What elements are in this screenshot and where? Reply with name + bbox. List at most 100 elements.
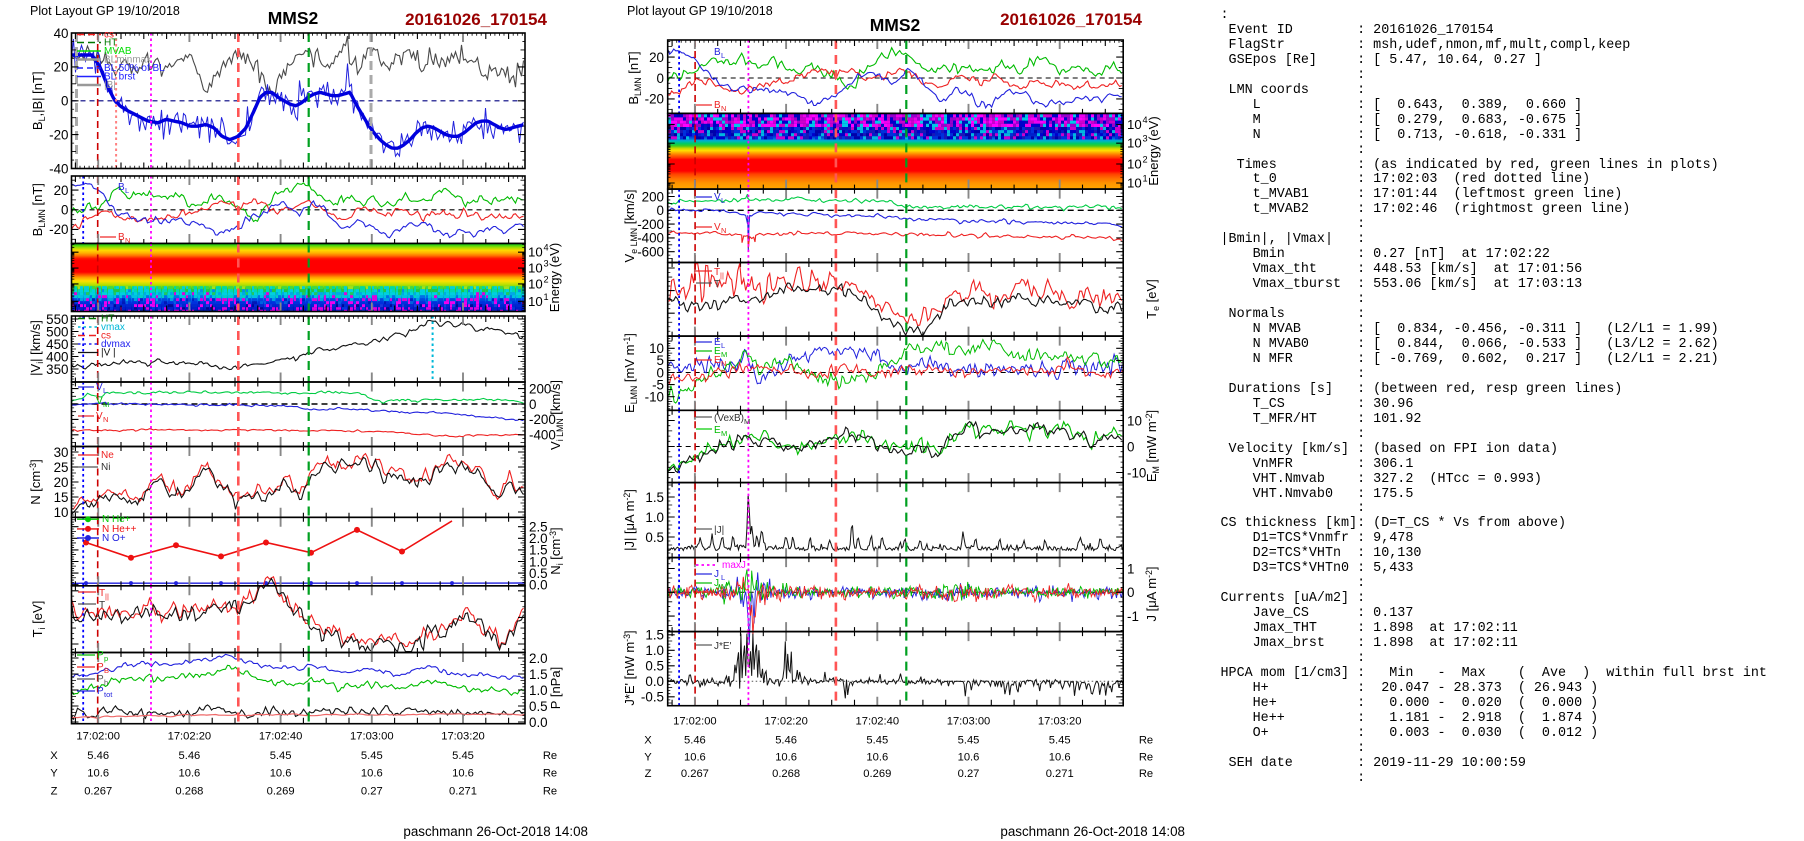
svg-text:T: T [99, 588, 105, 599]
svg-text:P: P [97, 662, 104, 673]
svg-text:3: 3 [1143, 134, 1148, 144]
svg-text:J*E': J*E' [714, 641, 732, 652]
svg-text:0.27: 0.27 [958, 768, 980, 780]
svg-text:|J|: |J| [714, 525, 724, 536]
svg-text:cs: cs [101, 331, 111, 342]
svg-text:10.6: 10.6 [270, 768, 292, 780]
svg-text:||: || [105, 592, 109, 601]
svg-text:0.5: 0.5 [529, 699, 548, 714]
svg-text:5.45: 5.45 [866, 735, 888, 747]
svg-text:Re: Re [543, 785, 557, 797]
svg-text:0.0: 0.0 [645, 674, 664, 689]
svg-text:paschmann 26-Oct-2018 14:08: paschmann 26-Oct-2018 14:08 [1000, 824, 1185, 839]
svg-text:2.0: 2.0 [529, 651, 548, 666]
svg-text:Re: Re [1139, 735, 1153, 747]
svg-text:BLMN [nT]: BLMN [nT] [30, 183, 47, 236]
svg-text:0: 0 [657, 71, 664, 86]
svg-text:T: T [99, 600, 105, 611]
svg-text:20: 20 [649, 50, 664, 65]
svg-text:-600: -600 [637, 245, 664, 260]
svg-text:Re: Re [1139, 751, 1153, 763]
svg-text:1.5: 1.5 [529, 543, 548, 558]
svg-text:Re: Re [543, 750, 557, 762]
svg-text:0.269: 0.269 [863, 768, 891, 780]
svg-text:J: J [714, 578, 719, 589]
svg-text:-5: -5 [652, 377, 664, 392]
svg-text:L: L [721, 196, 725, 205]
svg-text:P: P [97, 674, 104, 685]
svg-text:Ti [eV]: Ti [eV] [30, 601, 47, 638]
svg-text:h: h [104, 678, 108, 687]
svg-text:Z: Z [51, 785, 58, 797]
svg-text:10.6: 10.6 [87, 768, 109, 780]
svg-text:4: 4 [544, 243, 549, 253]
svg-text:0.0: 0.0 [529, 715, 548, 730]
svg-text:L: L [721, 341, 725, 350]
svg-text:|Vi| [km/s]: |Vi| [km/s] [28, 320, 45, 376]
svg-text:1.0: 1.0 [645, 510, 664, 525]
svg-text:350: 350 [46, 362, 68, 377]
svg-text:N O+: N O+ [102, 533, 126, 544]
svg-text:5.45: 5.45 [1049, 735, 1071, 747]
svg-text:Ne: Ne [101, 450, 114, 461]
svg-text:BLMN [nT]: BLMN [nT] [626, 51, 643, 104]
svg-text:maxJ: maxJ [722, 560, 746, 571]
svg-text:10: 10 [1127, 136, 1142, 151]
svg-text:200: 200 [529, 381, 551, 396]
svg-text:0.5: 0.5 [645, 659, 664, 674]
svg-text:MVAB: MVAB [104, 46, 132, 57]
svg-text:5.46: 5.46 [775, 735, 797, 747]
svg-text:1.0: 1.0 [645, 643, 664, 658]
svg-text:400: 400 [46, 349, 68, 364]
svg-text:N: N [721, 359, 726, 368]
svg-text:0.268: 0.268 [175, 785, 203, 797]
svg-text:B: B [714, 100, 721, 111]
svg-text:25: 25 [54, 460, 69, 475]
svg-text:B: B [104, 666, 109, 675]
svg-text:N: N [125, 236, 130, 245]
svg-text:||: || [720, 271, 724, 280]
svg-text:20161026_170154: 20161026_170154 [1000, 10, 1142, 29]
svg-text:MMS2: MMS2 [268, 8, 319, 28]
svg-text:-20: -20 [49, 127, 68, 142]
svg-text:ELMN [mV m-1]: ELMN [mV m-1] [622, 333, 639, 413]
svg-text:P: P [97, 686, 104, 697]
svg-text:5.45: 5.45 [270, 750, 292, 762]
svg-text:5: 5 [657, 353, 664, 368]
svg-text:V: V [714, 192, 721, 203]
svg-text:1.0: 1.0 [529, 683, 548, 698]
svg-text:vmax: vmax [101, 322, 125, 333]
svg-text:0: 0 [61, 203, 68, 218]
svg-text:dvmax: dvmax [101, 339, 130, 350]
svg-text:10: 10 [1127, 157, 1142, 172]
svg-text:10.6: 10.6 [775, 751, 797, 763]
svg-text:Re: Re [543, 768, 557, 780]
svg-text:BLminmax: BLminmax [104, 55, 151, 66]
svg-text:15: 15 [54, 490, 69, 505]
svg-text:0: 0 [61, 94, 68, 109]
svg-text:|V |: |V | [101, 348, 116, 359]
svg-text:10.6: 10.6 [452, 768, 474, 780]
svg-text:L: L [721, 51, 725, 60]
svg-text:P: P [97, 650, 104, 661]
svg-text:0: 0 [529, 397, 536, 412]
svg-text:Ve LMN [km/s]: Ve LMN [km/s] [622, 190, 639, 263]
svg-text:0: 0 [1127, 585, 1134, 600]
svg-text:10: 10 [528, 276, 543, 291]
svg-text:5.45: 5.45 [361, 750, 383, 762]
svg-text:4: 4 [1143, 115, 1148, 125]
svg-text:-40: -40 [49, 161, 68, 176]
svg-text:B: B [118, 232, 125, 243]
svg-text:0: 0 [657, 203, 664, 218]
svg-text:10.6: 10.6 [684, 751, 706, 763]
svg-text:17:03:20: 17:03:20 [441, 731, 485, 743]
svg-text:10.6: 10.6 [179, 768, 201, 780]
svg-text:M: M [721, 582, 727, 591]
svg-text:5.46: 5.46 [87, 750, 109, 762]
svg-text:|J| [μA m-2]: |J| [μA m-2] [622, 489, 637, 551]
svg-text:-10: -10 [645, 390, 664, 405]
svg-text:J [μA m-2]: J [μA m-2] [1144, 566, 1159, 621]
svg-text:-0.5: -0.5 [641, 690, 664, 705]
svg-text:N He+: N He+ [102, 514, 131, 525]
svg-text:L: L [721, 573, 725, 582]
